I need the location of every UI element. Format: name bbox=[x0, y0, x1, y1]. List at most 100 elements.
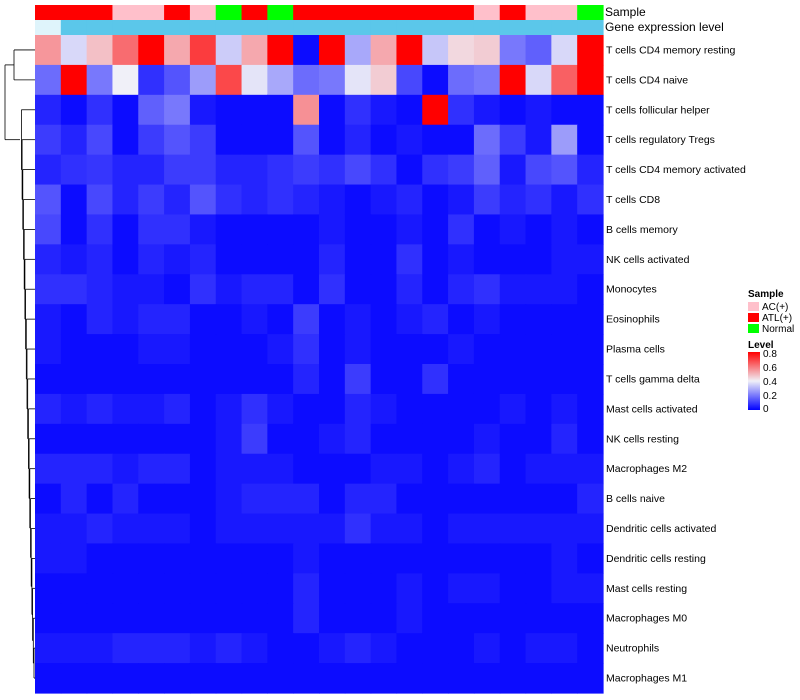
heatmap-cell bbox=[112, 543, 139, 574]
heatmap-cell bbox=[112, 94, 139, 126]
heatmap-cell bbox=[60, 214, 88, 245]
heatmap-cell bbox=[448, 633, 475, 664]
heatmap-cell bbox=[267, 274, 294, 305]
gene-expression-annotation-cell bbox=[112, 20, 139, 35]
gene-expression-annotation-cell bbox=[86, 20, 114, 35]
heatmap-cell bbox=[189, 453, 217, 485]
heatmap-cell bbox=[35, 304, 62, 335]
heatmap-cell bbox=[473, 35, 501, 66]
heatmap-cell bbox=[422, 513, 449, 545]
heatmap-cell bbox=[267, 453, 294, 485]
heatmap-cell bbox=[86, 244, 114, 275]
heatmap-cell bbox=[525, 663, 552, 694]
heatmap-cell bbox=[215, 94, 243, 126]
heatmap-cell bbox=[86, 274, 114, 305]
heatmap-cell bbox=[319, 513, 346, 545]
heatmap-cell bbox=[499, 304, 527, 335]
heatmap-cell bbox=[293, 483, 320, 515]
row-label: Dendritic cells resting bbox=[606, 553, 706, 565]
heatmap-cell bbox=[215, 214, 243, 245]
heatmap-cell bbox=[86, 334, 114, 365]
heatmap-cell bbox=[551, 304, 578, 335]
heatmap-cell bbox=[396, 663, 423, 694]
heatmap-cell bbox=[448, 124, 475, 156]
heatmap-cell bbox=[86, 35, 114, 66]
sample-annotation-cell bbox=[577, 5, 604, 20]
heatmap-cell bbox=[35, 513, 62, 545]
heatmap-cell bbox=[215, 393, 243, 425]
heatmap-cell bbox=[319, 393, 346, 425]
heatmap-cell bbox=[370, 64, 398, 96]
heatmap-cell bbox=[189, 64, 217, 96]
heatmap-cell bbox=[499, 334, 527, 365]
heatmap-cell bbox=[551, 244, 578, 275]
gene-expression-annotation-cell bbox=[422, 20, 449, 35]
heatmap-cell bbox=[551, 483, 578, 515]
heatmap-cell bbox=[344, 483, 372, 515]
heatmap-cell bbox=[215, 483, 243, 515]
heatmap-cell bbox=[138, 633, 165, 664]
row-label: Dendritic cells activated bbox=[606, 523, 716, 535]
heatmap-cell bbox=[499, 483, 527, 515]
heatmap-cell bbox=[577, 423, 604, 455]
heatmap-cell bbox=[551, 274, 578, 305]
heatmap-cell bbox=[396, 304, 423, 335]
row-labels: T cells CD4 memory resting T cells CD4 na… bbox=[606, 44, 746, 684]
heatmap-cell bbox=[551, 543, 578, 574]
heatmap-cell bbox=[396, 364, 423, 395]
heatmap-cell bbox=[267, 364, 294, 395]
heatmap-cell bbox=[396, 513, 423, 545]
heatmap-cell bbox=[86, 453, 114, 485]
heatmap-cell bbox=[138, 154, 165, 186]
heatmap-cell bbox=[473, 334, 501, 365]
heatmap-cell bbox=[267, 543, 294, 574]
heatmap-cell bbox=[164, 663, 191, 694]
sample-annotation-cell bbox=[86, 5, 114, 20]
heatmap-cell bbox=[344, 603, 372, 634]
gene-expression-track-label: Gene expression level bbox=[605, 20, 724, 34]
heatmap-cell bbox=[577, 154, 604, 186]
gene-expression-annotation-cell bbox=[473, 20, 501, 35]
row-label: Neutrophils bbox=[606, 643, 659, 655]
heatmap-cell bbox=[525, 154, 552, 186]
heatmap-cell bbox=[164, 334, 191, 365]
heatmap-cell bbox=[473, 483, 501, 515]
heatmap-cell bbox=[215, 35, 243, 66]
heatmap-cell bbox=[499, 663, 527, 694]
heatmap-cell bbox=[267, 64, 294, 96]
legend-label-ac: AC(+) bbox=[762, 302, 788, 313]
heatmap-cell bbox=[164, 35, 191, 66]
heatmap-cell bbox=[551, 393, 578, 425]
heatmap-cell bbox=[422, 154, 449, 186]
heatmap-cell bbox=[35, 393, 62, 425]
heatmap-cell bbox=[448, 244, 475, 275]
heatmap-cell bbox=[344, 64, 372, 96]
heatmap-cell bbox=[35, 603, 62, 634]
row-label: Eosinophils bbox=[606, 314, 660, 326]
heatmap-cell bbox=[138, 304, 165, 335]
heatmap-cell bbox=[35, 423, 62, 455]
heatmap-cell bbox=[267, 663, 294, 694]
row-label: Macrophages M2 bbox=[606, 463, 687, 475]
heatmap-cell bbox=[370, 573, 398, 604]
heatmap-cell bbox=[473, 364, 501, 395]
legend-label-atl: ATL(+) bbox=[762, 313, 792, 324]
heatmap-cell bbox=[551, 633, 578, 664]
heatmap-cell bbox=[370, 364, 398, 395]
heatmap-cell bbox=[215, 543, 243, 574]
heatmap-cell bbox=[241, 453, 268, 485]
heatmap-cell bbox=[344, 274, 372, 305]
heatmap-cell bbox=[267, 124, 294, 156]
heatmap-cell bbox=[319, 64, 346, 96]
heatmap-cell bbox=[473, 304, 501, 335]
heatmap-cell bbox=[525, 423, 552, 455]
heatmap-cell bbox=[448, 364, 475, 395]
heatmap-cell bbox=[525, 304, 552, 335]
sample-annotation-cell bbox=[473, 5, 501, 20]
row-label: T cells CD8 bbox=[606, 194, 660, 206]
heatmap-cell bbox=[35, 543, 62, 574]
heatmap-cell bbox=[344, 393, 372, 425]
heatmap-cell bbox=[189, 543, 217, 574]
heatmap-cell bbox=[319, 423, 346, 455]
heatmap-cell bbox=[448, 663, 475, 694]
